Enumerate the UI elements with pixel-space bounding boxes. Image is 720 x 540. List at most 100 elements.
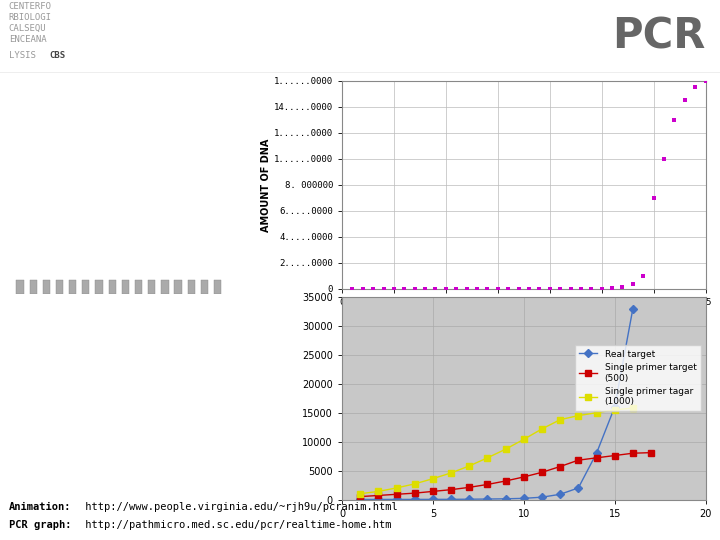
Point [461, 285, 472, 293]
Point [700, 77, 711, 85]
Bar [174, 280, 181, 294]
Point [388, 285, 400, 293]
Bar [69, 280, 76, 294]
Bar [56, 280, 63, 294]
Point [482, 285, 493, 293]
Bar [96, 280, 103, 294]
Point [419, 285, 431, 293]
Single primer tagar
(1000) [520, 436, 528, 443]
Single primer tagar
(1000) [428, 475, 437, 482]
Point [669, 116, 680, 124]
Single primer target
(500) [410, 490, 419, 496]
Point [513, 285, 524, 293]
Point [357, 285, 369, 293]
Single primer tagar
(1000) [611, 407, 619, 413]
Single primer tagar
(1000) [374, 488, 383, 495]
Single primer target
(500) [538, 469, 546, 476]
Single primer tagar
(1000) [446, 470, 456, 476]
Point [430, 285, 441, 293]
Single primer target
(500) [374, 492, 383, 499]
Text: CBS: CBS [50, 51, 66, 60]
Point [627, 279, 639, 288]
Real target [465, 496, 474, 502]
Bar [17, 280, 24, 294]
Real target [483, 496, 492, 502]
Bar [214, 280, 221, 294]
Point [409, 285, 420, 293]
Real target [501, 496, 510, 502]
Bar [161, 280, 168, 294]
Bar [135, 280, 142, 294]
Bar [96, 280, 103, 294]
Bar [188, 280, 195, 294]
Single primer target
(500) [629, 450, 637, 456]
Bar [148, 280, 156, 294]
Single primer tagar
(1000) [465, 463, 474, 469]
Point [399, 285, 410, 293]
Bar [148, 280, 156, 294]
Single primer target
(500) [520, 474, 528, 480]
Text: LYSIS: LYSIS [9, 51, 41, 60]
Bar [82, 280, 89, 294]
Bar [82, 280, 89, 294]
Bar [161, 280, 168, 294]
Real target [538, 494, 546, 501]
Single primer tagar
(1000) [392, 485, 401, 491]
Single primer target
(500) [501, 478, 510, 484]
Single primer target
(500) [446, 487, 456, 493]
Real target [446, 496, 456, 503]
Point [585, 285, 597, 293]
Text: http://www.people.virginia.edu/~rjh9u/pcranim.html: http://www.people.virginia.edu/~rjh9u/pc… [79, 502, 398, 512]
Text: http://pathmicro.med.sc.edu/pcr/realtime-home.htm: http://pathmicro.med.sc.edu/pcr/realtime… [79, 520, 392, 530]
Single primer target
(500) [356, 494, 364, 500]
Legend: Real target, Single primer target
(500), Single primer tagar
(1000): Real target, Single primer target (500),… [575, 345, 701, 411]
Bar [201, 280, 208, 294]
Point [637, 272, 649, 280]
Single primer tagar
(1000) [356, 490, 364, 497]
Point [544, 285, 556, 293]
Point [679, 96, 690, 105]
Single primer tagar
(1000) [501, 446, 510, 453]
Line: Single primer target
(500): Single primer target (500) [357, 450, 654, 500]
Single primer target
(500) [556, 463, 564, 470]
Single primer target
(500) [611, 453, 619, 459]
Point [534, 285, 545, 293]
Single primer target
(500) [647, 449, 655, 456]
Point [658, 154, 670, 163]
Bar [17, 280, 24, 294]
Real target [374, 496, 383, 503]
Point [690, 83, 701, 92]
Single primer tagar
(1000) [483, 455, 492, 461]
Bar [30, 280, 37, 294]
Text: CENTERFO
RBIOLOGI
CALSEQU
ENCEANA: CENTERFO RBIOLOGI CALSEQU ENCEANA [9, 2, 52, 44]
Single primer target
(500) [465, 484, 474, 490]
Point [492, 285, 503, 293]
Point [440, 285, 451, 293]
Bar [122, 280, 129, 294]
Bar [188, 280, 195, 294]
Single primer tagar
(1000) [538, 426, 546, 432]
Real target [410, 496, 419, 503]
Single primer target
(500) [483, 481, 492, 488]
Point [346, 285, 358, 293]
Point [503, 285, 514, 293]
Point [617, 282, 629, 291]
Point [378, 285, 390, 293]
Bar [56, 280, 63, 294]
Single primer tagar
(1000) [592, 409, 600, 416]
Point [575, 285, 587, 293]
Bar [214, 280, 221, 294]
Real target [574, 485, 582, 491]
Bar [69, 280, 76, 294]
Bar [174, 280, 181, 294]
Real target [592, 450, 600, 456]
Single primer tagar
(1000) [410, 481, 419, 487]
Point [554, 285, 566, 293]
Point [451, 285, 462, 293]
Bar [201, 280, 208, 294]
Single primer target
(500) [428, 488, 437, 495]
Single primer target
(500) [592, 455, 600, 461]
Real target [428, 496, 437, 503]
Point [367, 285, 379, 293]
Point [564, 285, 576, 293]
